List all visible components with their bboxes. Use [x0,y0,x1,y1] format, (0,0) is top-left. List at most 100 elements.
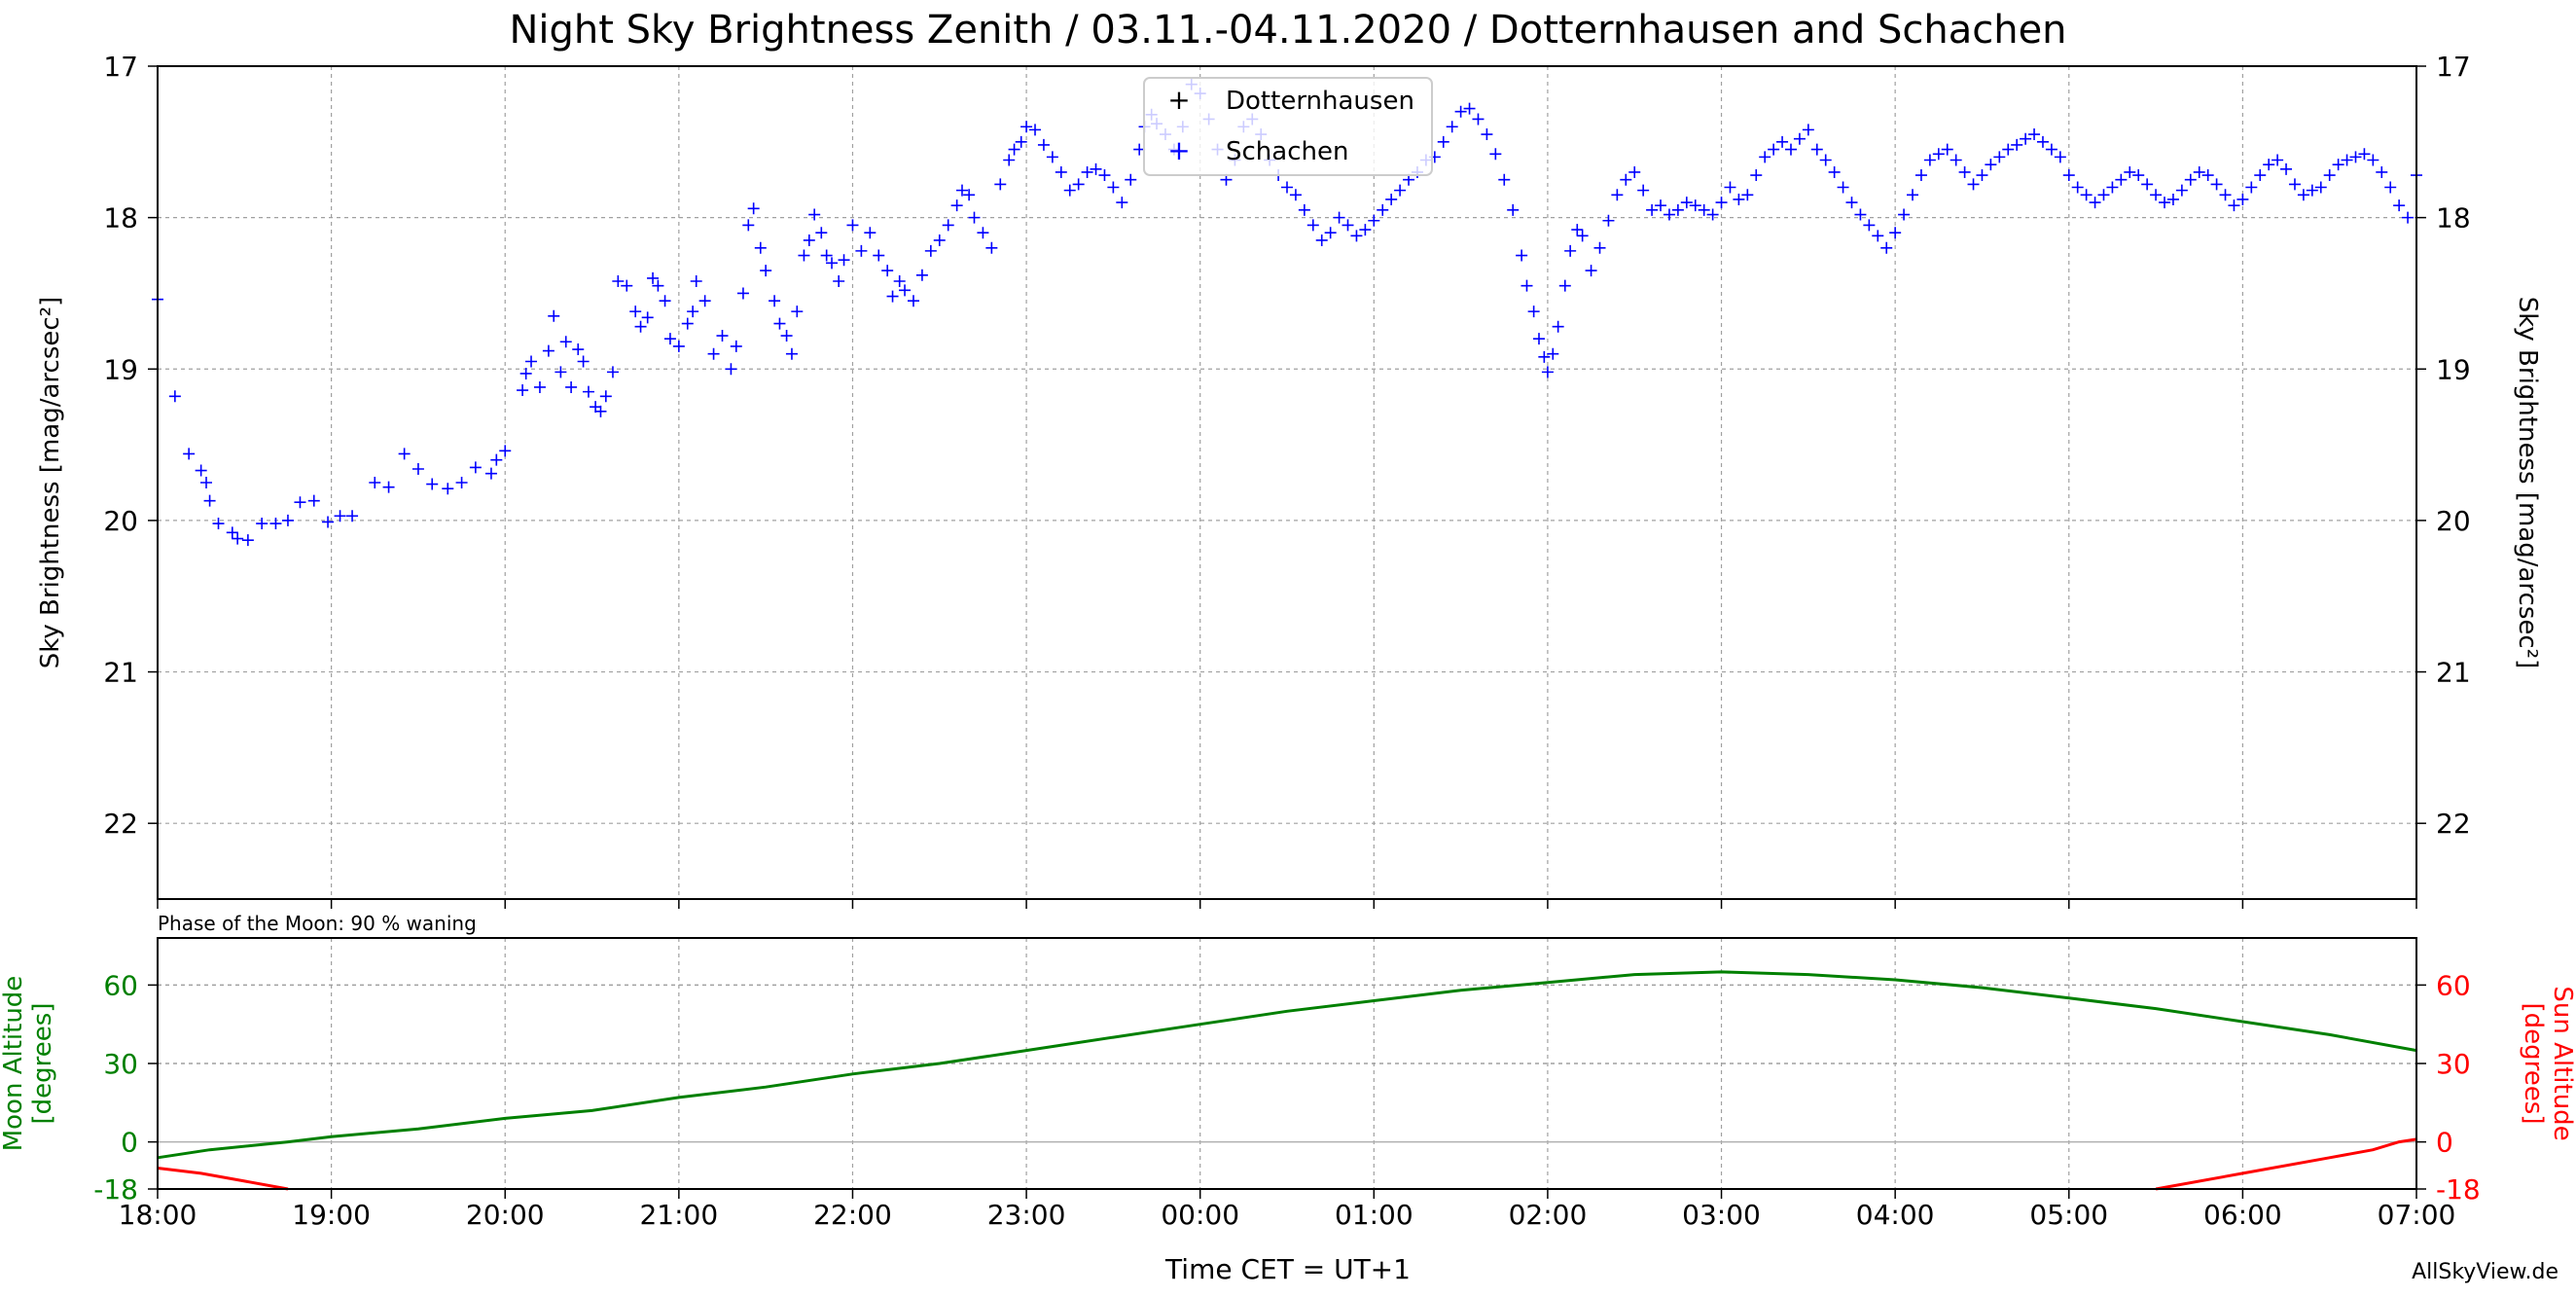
schachen-point [1454,105,1467,118]
schachen-point [2314,181,2327,194]
schachen-point [1098,169,1111,182]
legend-label-dotternhausen: Dotternhausen [1226,87,1414,116]
schachen-point [1993,151,2006,163]
schachen-point [212,518,225,530]
top-y-tick-label-right: 18 [2436,202,2471,234]
schachen-point [2402,211,2415,224]
x-tick-label: 03:00 [1682,1199,1761,1231]
schachen-point [1008,143,1020,156]
schachen-point [687,306,699,318]
schachen-point [2071,181,2084,194]
schachen-point [1698,203,1710,216]
schachen-point [346,510,359,522]
x-tick-label: 20:00 [466,1199,545,1231]
schachen-point [1368,214,1380,227]
schachen-point [469,461,482,474]
schachen-point [760,265,772,277]
schachen-point [1481,128,1493,141]
top-y-tick-label-left: 19 [103,353,138,385]
schachen-point [2054,151,2066,163]
schachen-point [985,241,998,254]
schachen-point [1941,143,1953,156]
schachen-point [195,464,207,477]
schachen-point [1538,350,1551,363]
schachen-point [542,344,555,357]
schachen-point [2002,143,2015,156]
schachen-point [612,275,625,288]
schachen-point [791,306,804,318]
schachen-point [1552,320,1564,333]
schachen-point [1872,230,1884,242]
schachen-point [838,254,850,267]
schachen-point [2210,178,2223,191]
schachen-point [2306,184,2318,197]
schachen-point [690,275,702,288]
schachen-point [647,271,660,284]
schachen-point [1394,184,1407,197]
schachen-point [2228,199,2240,212]
schachen-point [2393,199,2406,212]
schachen-point [1880,241,1893,254]
schachen-point [1663,208,1675,221]
schachen-point [2036,135,2049,148]
schachen-point [1715,197,1728,209]
schachen-point [2341,154,2353,166]
credit-text: AllSkyView.de [2412,1260,2558,1284]
schachen-point [559,336,572,348]
schachen-point [1377,203,1389,216]
schachen-point [232,532,244,545]
schachen-point [226,526,238,539]
schachen-point [1593,241,1606,254]
moon-phase-text: Phase of the Moon: 90 % waning [158,912,477,935]
top-plot-frame [157,65,2417,900]
schachen-point [2045,143,2057,156]
top-y-tick-label-right: 20 [2436,505,2471,537]
schachen-point [1289,189,1302,201]
schachen-point [2263,159,2275,171]
schachen-point [1602,214,1615,227]
schachen-point [1385,193,1398,205]
schachen-point [490,453,503,466]
schachen-point [698,295,711,307]
moon-y-tick-label: 60 [103,969,138,1001]
schachen-point [2089,197,2101,209]
schachen-point [681,317,694,330]
schachen-point [1914,169,1927,182]
schachen-point [803,234,815,246]
schachen-point [1967,178,1980,191]
schachen-point [2236,193,2249,205]
x-tick-label: 05:00 [2029,1199,2108,1231]
schachen-point [1527,306,1540,318]
top-y-tick-label-right: 19 [2436,353,2471,385]
schachen-point [1521,279,1533,292]
schachen-point [1003,154,1016,166]
schachen-point [1029,124,1042,136]
schachen-point [572,343,585,356]
schachen-point [1558,279,1571,292]
schachen-point [1750,169,1763,182]
schachen-point [281,514,294,526]
schachen-point [2184,173,2197,186]
schachen-point [846,219,859,232]
schachen-point [1541,366,1554,378]
schachen-point [1863,219,1876,232]
x-tick-label: 19:00 [292,1199,371,1231]
sun-y-tick-label: 30 [2436,1048,2471,1080]
x-axis-label: Time CET = UT+1 [1164,1253,1411,1285]
schachen-point [1793,132,1806,145]
schachen-point [334,510,346,522]
schachen-point [2245,181,2258,194]
x-tick-label: 06:00 [2203,1199,2282,1231]
schachen-point [1646,203,1659,216]
schachen-point [1015,135,1027,148]
schachen-point [1571,224,1584,236]
schachen-point [1828,165,1841,178]
legend-marker-dotternhausen: + [1167,84,1190,116]
schachen-point [499,445,512,457]
top-y-tick-label-left: 22 [103,808,138,840]
schachen-point [2028,128,2041,141]
schachen-point [2358,148,2371,161]
schachen-point [2166,193,2179,205]
schachen-point [950,199,963,212]
